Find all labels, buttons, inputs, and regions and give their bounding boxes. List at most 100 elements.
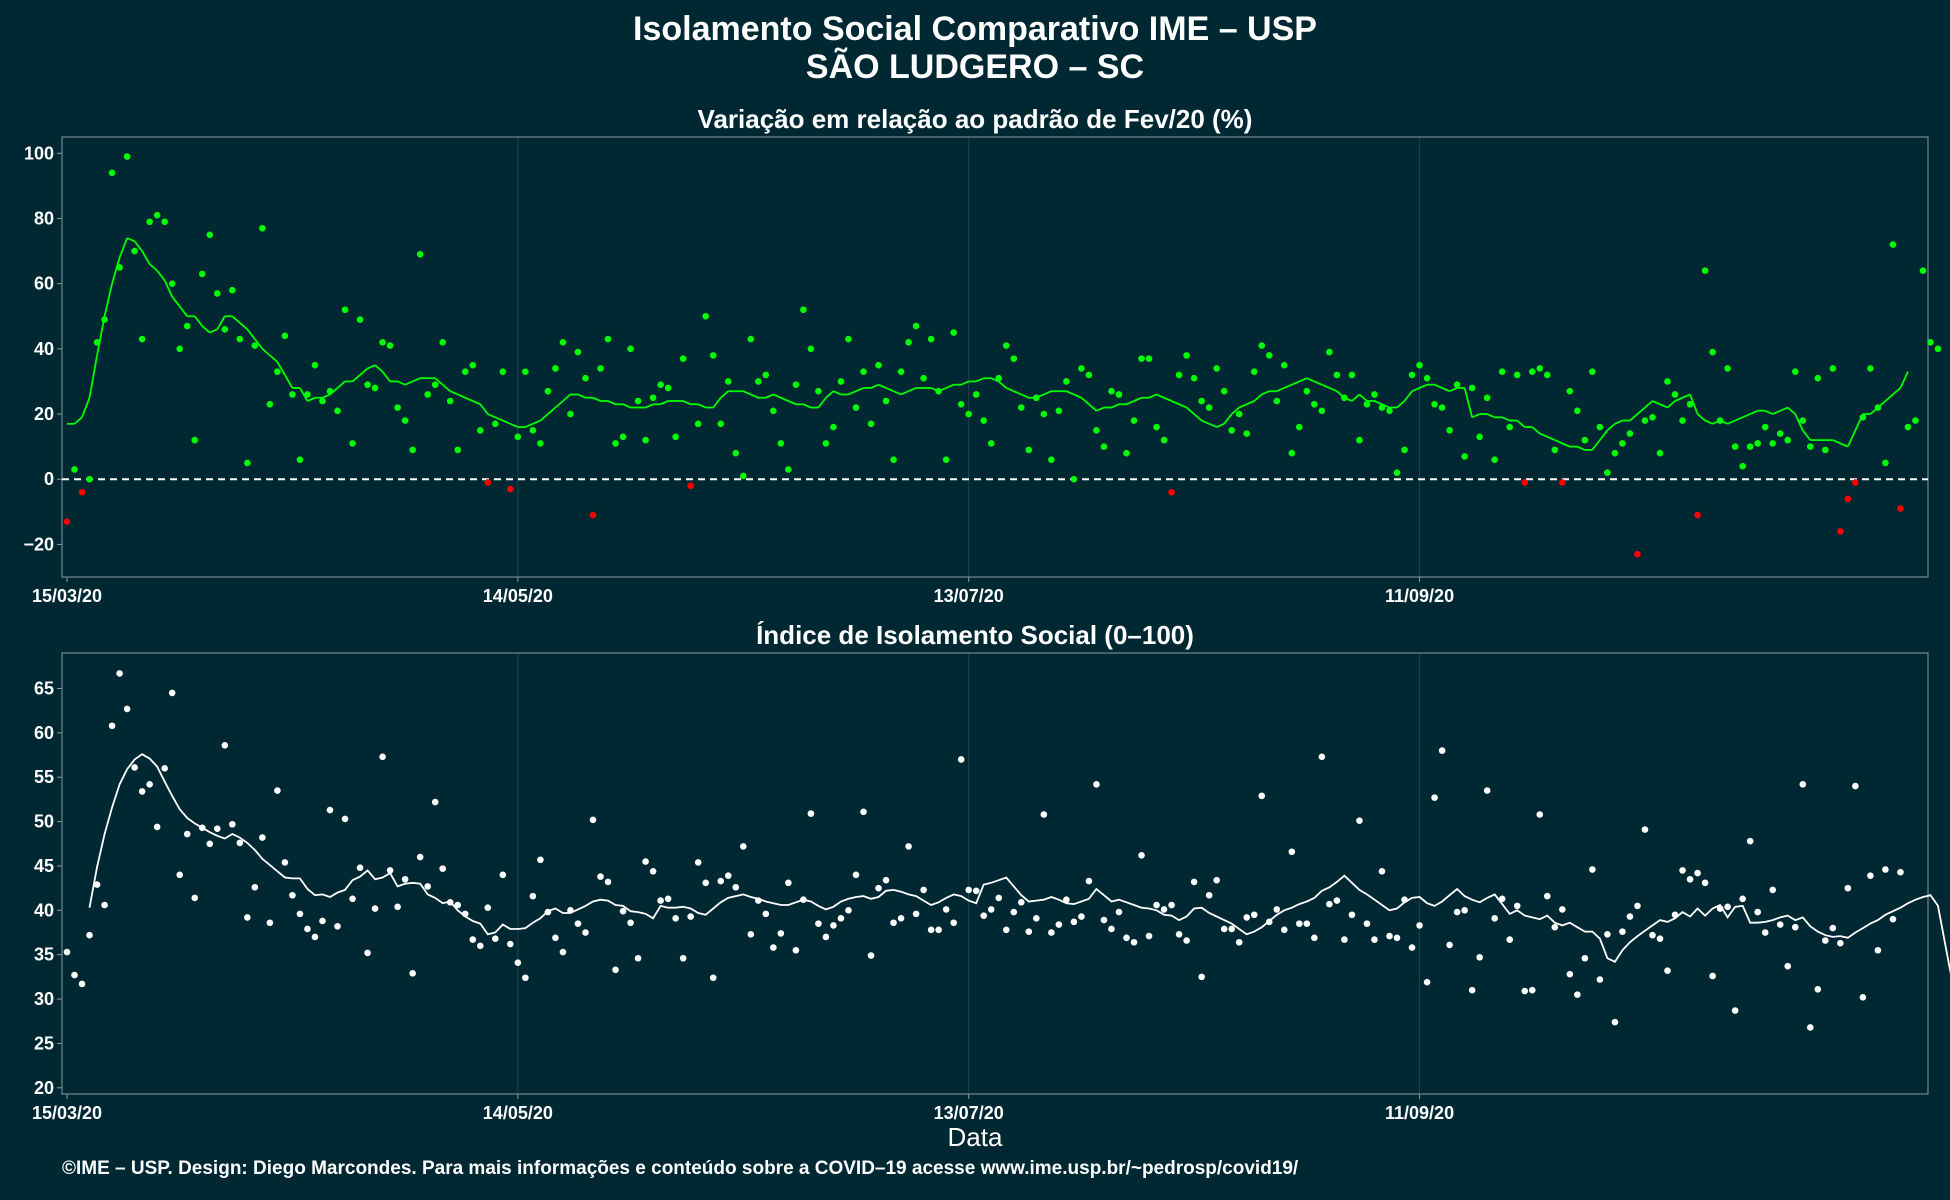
data-point — [296, 910, 304, 918]
data-point — [416, 251, 424, 258]
data-point — [582, 374, 589, 382]
data-point — [1063, 896, 1070, 903]
data-point — [1123, 449, 1130, 457]
data-point — [168, 280, 176, 287]
data-point — [1423, 374, 1431, 382]
y-tick-label: 40 — [34, 339, 54, 359]
moving-average-segment — [577, 393, 586, 399]
moving-average-segment — [1216, 422, 1225, 428]
data-point — [492, 935, 499, 943]
y-tick-label: 20 — [34, 1078, 54, 1098]
data-point — [1521, 479, 1529, 486]
data-point — [311, 933, 319, 941]
y-tick-label: 40 — [34, 900, 54, 920]
data-point — [1468, 384, 1476, 392]
data-point — [1551, 446, 1559, 454]
data-point — [251, 342, 259, 349]
data-point — [259, 224, 266, 232]
moving-average-segment — [1599, 429, 1609, 441]
data-point — [1318, 753, 1326, 761]
data-point — [957, 400, 965, 408]
data-point — [1115, 908, 1123, 916]
moving-average-segment — [1839, 442, 1849, 448]
data-point — [71, 971, 78, 979]
moving-average-segment — [1261, 390, 1270, 396]
data-point — [657, 897, 664, 904]
data-point — [860, 368, 867, 375]
y-tick-label: 60 — [34, 274, 54, 294]
data-point — [1160, 906, 1168, 913]
data-point — [1859, 413, 1867, 421]
moving-average-segment — [1419, 383, 1428, 389]
panel-border — [61, 136, 1929, 578]
moving-average-segment — [374, 364, 384, 373]
data-point — [702, 879, 710, 887]
data-point — [1423, 978, 1431, 986]
data-point — [942, 456, 950, 463]
data-point — [785, 466, 792, 473]
data-point — [168, 689, 176, 697]
data-point — [912, 910, 920, 918]
data-point — [1213, 365, 1220, 372]
data-point — [1235, 410, 1243, 418]
data-point — [1889, 241, 1897, 248]
x-tick-label: 13/07/20 — [934, 586, 1004, 606]
moving-average-segment — [1020, 393, 1030, 399]
moving-average-segment — [1892, 387, 1902, 396]
moving-average-segment — [81, 397, 91, 418]
data-point — [1153, 423, 1160, 431]
data-point — [153, 211, 161, 219]
data-point — [1461, 453, 1468, 460]
data-point — [1183, 937, 1190, 944]
data-point — [251, 883, 259, 891]
moving-average-segment — [975, 377, 985, 383]
moving-average-segment — [1539, 432, 1548, 438]
data-point — [356, 316, 364, 323]
data-point — [1566, 387, 1574, 395]
data-point — [1438, 747, 1446, 754]
data-point — [1348, 371, 1356, 379]
data-point — [1528, 368, 1536, 375]
data-point — [867, 420, 875, 428]
moving-average-segment — [870, 383, 879, 389]
data-point — [1709, 972, 1716, 980]
data-point — [1761, 929, 1769, 936]
moving-average-segment — [178, 305, 188, 317]
data-point — [409, 970, 416, 977]
data-point — [1446, 427, 1453, 434]
data-point — [1528, 986, 1536, 994]
data-point — [694, 859, 702, 866]
data-point — [401, 417, 409, 424]
moving-average-segment — [194, 315, 203, 327]
data-point — [1416, 922, 1423, 929]
moving-average-segment — [336, 380, 346, 389]
data-point — [672, 433, 679, 441]
data-point — [1138, 852, 1145, 859]
moving-average-segment — [1208, 422, 1218, 428]
moving-average-segment — [960, 380, 970, 386]
moving-average-segment — [1111, 403, 1120, 409]
y-tick-label: 50 — [34, 812, 54, 832]
moving-average-segment — [1253, 393, 1263, 402]
moving-average-segment — [1193, 413, 1203, 422]
data-point — [1889, 915, 1897, 923]
moving-average-segment — [1163, 396, 1172, 402]
data-point — [1040, 811, 1048, 818]
data-point — [499, 871, 507, 879]
data-point — [679, 954, 687, 962]
data-point — [446, 899, 454, 906]
data-point — [755, 897, 762, 904]
data-point — [785, 879, 792, 887]
data-point — [1048, 456, 1055, 463]
data-point — [777, 930, 785, 937]
y-tick-label: 30 — [34, 989, 54, 1009]
moving-average-segment — [103, 283, 113, 317]
data-point — [1100, 916, 1108, 924]
data-point — [739, 843, 747, 850]
data-point — [1746, 443, 1754, 450]
data-point — [416, 853, 424, 861]
data-point — [927, 926, 935, 934]
data-point — [1506, 423, 1514, 431]
moving-average-segment — [1411, 387, 1420, 393]
data-point — [1010, 908, 1018, 916]
